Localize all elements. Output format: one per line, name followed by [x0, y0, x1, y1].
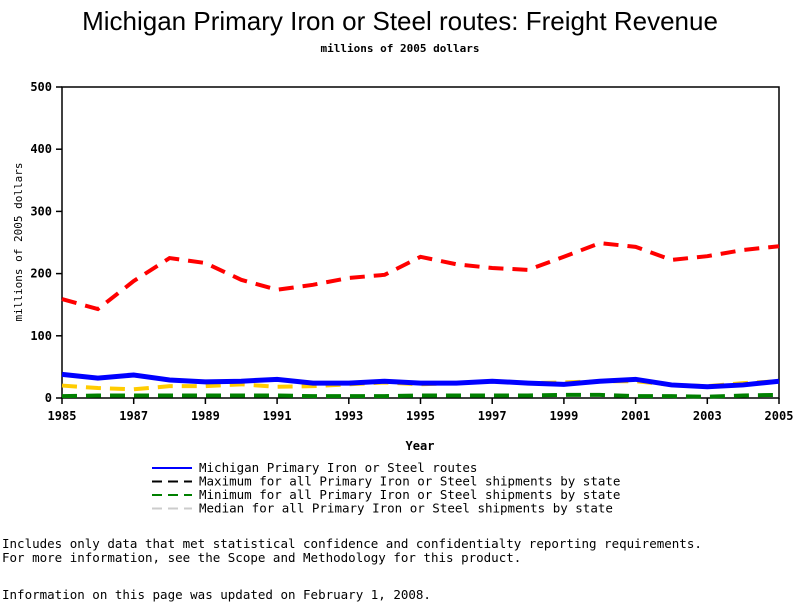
x-tick-label: 1995: [406, 409, 435, 423]
x-tick-label: 1989: [191, 409, 220, 423]
x-tick-label: 1999: [549, 409, 578, 423]
y-axis-label: millions of 2005 dollars: [12, 163, 25, 322]
x-tick-label: 2001: [621, 409, 650, 423]
note-line-1: Includes only data that met statistical …: [2, 536, 702, 551]
y-tick-label: 400: [30, 142, 52, 156]
y-tick-label: 100: [30, 329, 52, 343]
x-tick-label: 1987: [119, 409, 148, 423]
legend-label: Median for all Primary Iron or Steel shi…: [199, 501, 613, 516]
x-axis-label: Year: [406, 439, 435, 453]
y-tick-label: 300: [30, 204, 52, 218]
x-tick-label: 1997: [478, 409, 507, 423]
x-tick-label: 2005: [765, 409, 794, 423]
y-tick-label: 200: [30, 267, 52, 281]
x-tick-label: 1991: [263, 409, 292, 423]
x-tick-label: 2003: [693, 409, 722, 423]
note-line-2: For more information, see the Scope and …: [2, 550, 521, 565]
series-line-2: [62, 395, 779, 397]
y-tick-label: 500: [30, 80, 52, 94]
plot-frame: [62, 87, 779, 398]
series-line-1: [62, 243, 779, 309]
x-tick-label: 1985: [48, 409, 77, 423]
x-tick-label: 1993: [334, 409, 363, 423]
y-tick-label: 0: [45, 391, 52, 405]
